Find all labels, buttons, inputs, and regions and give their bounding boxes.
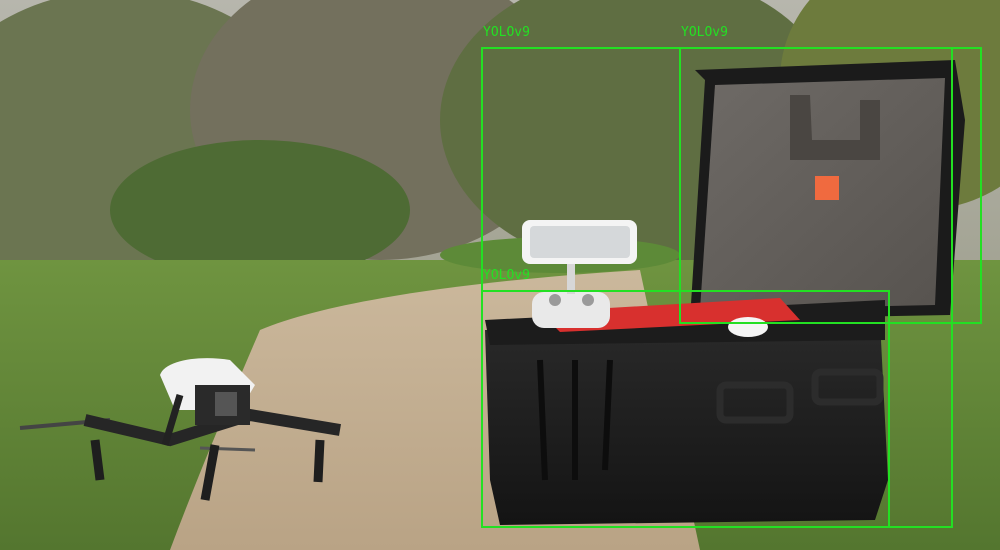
- detection-box-3: [481, 290, 890, 528]
- detection-label-3: YOLOv9: [483, 268, 530, 283]
- bush-lower: [110, 140, 410, 280]
- detection-label-2: YOLOv9: [681, 25, 728, 40]
- drone: [19, 358, 341, 501]
- case-lid: [690, 60, 965, 320]
- detection-box-2: [679, 47, 982, 324]
- detection-label-1: YOLOv9: [483, 25, 530, 40]
- phone-mount: [522, 220, 637, 264]
- remote-controller: [532, 258, 610, 328]
